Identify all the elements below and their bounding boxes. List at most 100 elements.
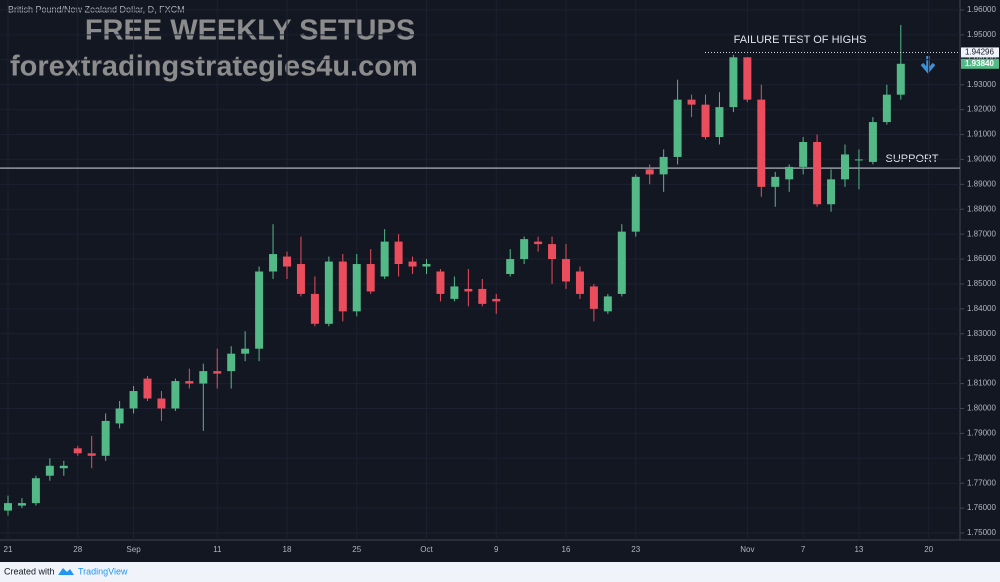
y-tick-label: 1.84000 [967,304,996,313]
candle-body [380,241,389,277]
candle-body [324,261,333,324]
candle-body [171,381,180,409]
candle-body [4,503,12,511]
y-tick-label: 1.89000 [967,179,996,188]
chart-title: British Pound/New Zealand Dollar, D, FXC… [8,4,185,14]
x-tick-label: 18 [283,545,292,554]
candle-body [213,371,222,374]
y-tick-label: 1.90000 [967,155,996,164]
candle-body [45,465,54,476]
candle-body [882,94,891,123]
watermark: FREE WEEKLY SETUPS [85,15,415,47]
candle-body [129,391,138,409]
footer-bar [0,562,1000,582]
candle-body [17,503,26,506]
candle-body [157,398,166,409]
y-tick-label: 1.79000 [967,428,996,437]
y-tick-label: 1.92000 [967,105,996,114]
x-tick-label: 7 [801,545,806,554]
candle-body [673,99,682,157]
candle-body [296,264,305,294]
price-label-box [961,47,999,58]
candle-body [827,179,836,205]
candle-body [199,371,208,384]
candle-body [283,256,291,267]
price-label: 1.93840 [965,59,994,68]
y-tick-label: 1.86000 [967,254,996,263]
candle-body [799,141,808,167]
candle-body [771,176,780,187]
x-tick-label: 25 [352,545,361,554]
candle-body [785,166,794,180]
candle-body [868,122,877,162]
candle-body [31,478,40,504]
candle-body [478,288,487,304]
x-tick-label: 28 [73,545,82,554]
x-tick-label: Oct [420,545,433,554]
y-tick-label: 1.77000 [967,478,996,487]
x-tick-label: 21 [4,545,13,554]
candle-body [520,239,529,260]
candle-body [255,271,264,349]
annotation: FAILURE TEST OF HIGHS [734,34,867,46]
y-tick-label: 1.78000 [967,453,996,462]
arrow-down-icon [920,56,936,74]
candle-body [241,348,250,354]
x-tick-label: 23 [631,545,640,554]
price-label: 1.94296 [965,48,994,57]
candle-body [450,286,459,299]
candle-body [659,156,668,175]
y-tick-label: 1.93000 [967,80,996,89]
candle-body [701,104,710,138]
footer-brand: TradingView [78,566,128,576]
y-tick-label: 1.85000 [967,279,996,288]
candle-body [269,254,278,272]
candle-body [715,107,724,138]
candle-body [687,99,696,105]
candle-body [185,381,194,384]
candle-body [227,353,236,372]
x-tick-label: Sep [126,545,141,554]
background [0,0,1000,562]
candle-body [101,420,110,456]
y-tick-label: 1.96000 [967,5,996,14]
support-label: SUPPORT [886,153,939,165]
candle-body [562,259,570,282]
y-tick-label: 1.95000 [967,30,996,39]
candle-body [896,63,905,95]
candle-body [338,261,347,312]
candle-body [366,264,375,292]
candle-body [617,231,626,294]
y-tick-label: 1.87000 [967,229,996,238]
candle-body [548,244,557,260]
y-tick-label: 1.80000 [967,404,996,413]
x-tick-label: 16 [562,545,571,554]
candle-body [408,261,417,267]
candle-body [422,264,431,267]
candle-body [589,286,598,309]
y-tick-label: 1.82000 [967,354,996,363]
candle-body [436,271,445,294]
candle-body [492,298,501,302]
footer-text: Created with [4,566,55,576]
candle-body [352,264,361,312]
candle-body [464,288,473,292]
candle-body [534,241,543,245]
candle-body [394,241,403,265]
candle-body [757,99,766,187]
price-label-box [961,58,999,69]
candle-body [73,448,82,454]
tradingview-logo [58,568,74,575]
candle-body [506,259,515,274]
candle-body [143,378,152,399]
x-tick-label: 20 [924,545,933,554]
x-tick-label: 13 [854,545,863,554]
x-tick-label: 9 [494,545,499,554]
y-tick-label: 1.88000 [967,204,996,213]
candle-body [115,408,124,424]
candle-body [729,57,738,108]
candle-body [87,453,96,456]
candle-body [813,141,822,205]
candle-body [854,159,863,161]
